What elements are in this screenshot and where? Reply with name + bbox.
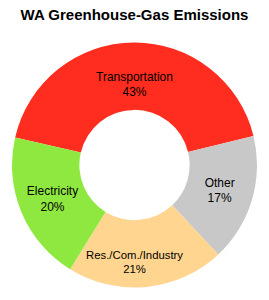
svg-text:Transportation43%: Transportation43%	[96, 70, 173, 100]
svg-text:Other17%: Other17%	[205, 176, 235, 206]
svg-text:WA Greenhouse-Gas Emissions: WA Greenhouse-Gas Emissions	[21, 6, 249, 23]
svg-text:Res./Com./Industry21%: Res./Com./Industry21%	[86, 249, 183, 276]
svg-text:Electricity20%: Electricity20%	[27, 184, 78, 214]
